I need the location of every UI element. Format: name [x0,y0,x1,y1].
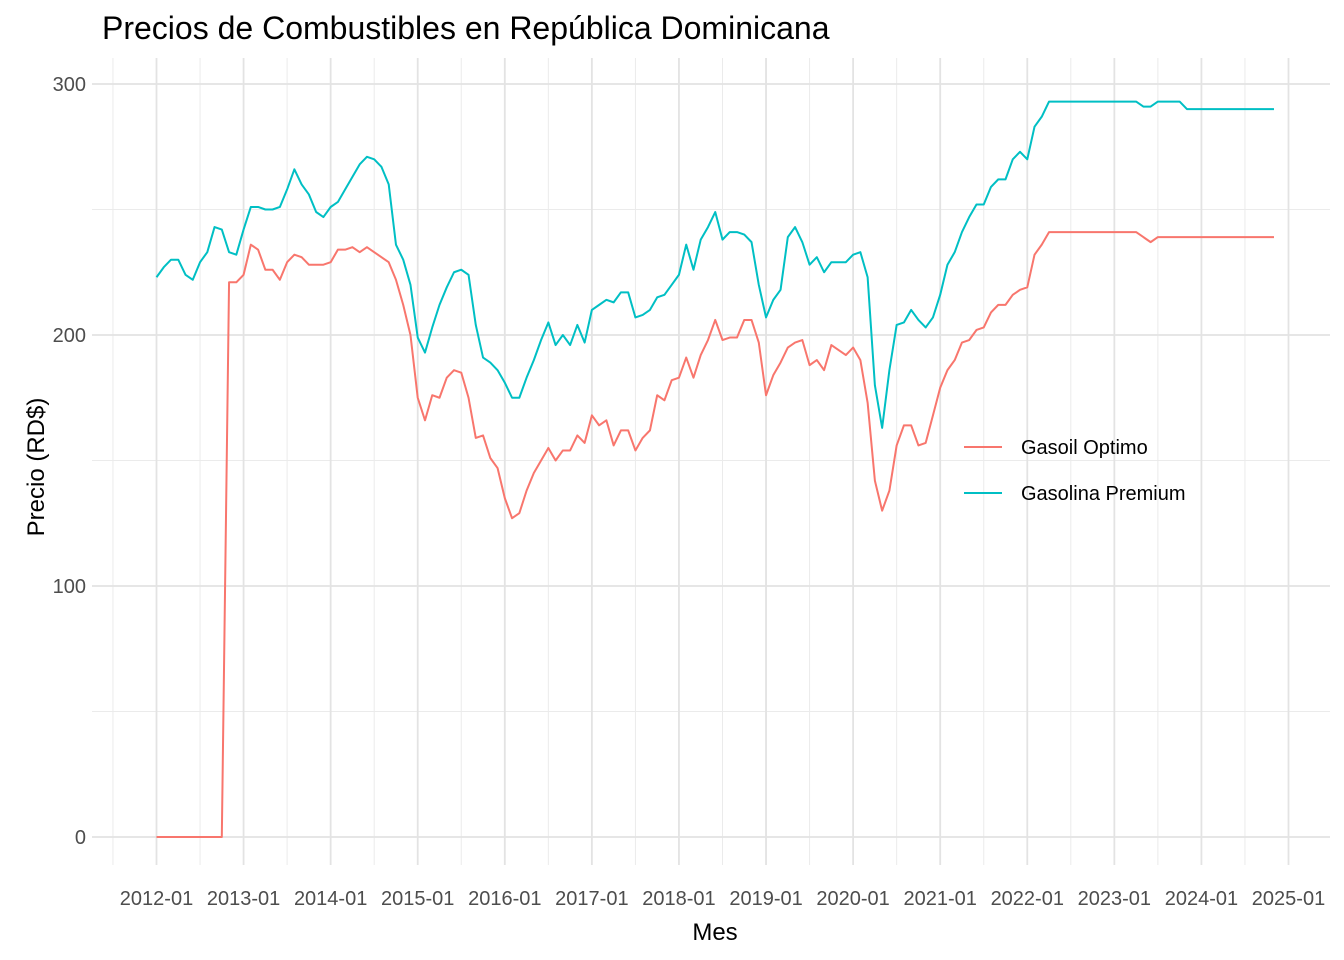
legend-item: Gasolina Premium [964,483,1186,505]
legend-label: Gasoil Optimo [1021,437,1148,459]
x-tick-label: 2022-01 [991,888,1064,910]
y-tick-label: 100 [53,576,86,598]
y-tick-label: 300 [53,74,86,96]
x-tick-label: 2023-01 [1078,888,1151,910]
series-line [156,231,1274,838]
x-tick-label: 2012-01 [120,888,193,910]
x-tick-label: 2014-01 [294,888,367,910]
y-axis-title: Precio (RD$) [23,398,50,537]
x-tick-label: 2021-01 [903,888,976,910]
y-tick-label: 0 [75,827,86,849]
x-tick-label: 2017-01 [555,888,628,910]
x-tick-label: 2019-01 [729,888,802,910]
y-tick-label: 200 [53,325,86,347]
x-tick-label: 2016-01 [468,888,541,910]
x-tick-label: 2025-01 [1252,888,1325,910]
x-tick-label: 2020-01 [816,888,889,910]
legend-label: Gasolina Premium [1021,483,1186,505]
chart-title: Precios de Combustibles en República Dom… [102,10,830,46]
x-tick-label: 2018-01 [642,888,715,910]
x-tick-label: 2013-01 [207,888,280,910]
legend-item: Gasoil Optimo [964,437,1148,459]
x-tick-label: 2015-01 [381,888,454,910]
legend: Gasoil Optimo Gasolina Premium [964,437,1186,505]
axes: 0 100 200 300 2012-01 2013-01 2014-01 2015-01 20… [53,74,1326,910]
x-tick-label: 2024-01 [1165,888,1238,910]
grid [92,58,1330,865]
x-axis-title: Mes [692,919,737,946]
series-line [155,100,1274,429]
series-lines [155,100,1274,838]
